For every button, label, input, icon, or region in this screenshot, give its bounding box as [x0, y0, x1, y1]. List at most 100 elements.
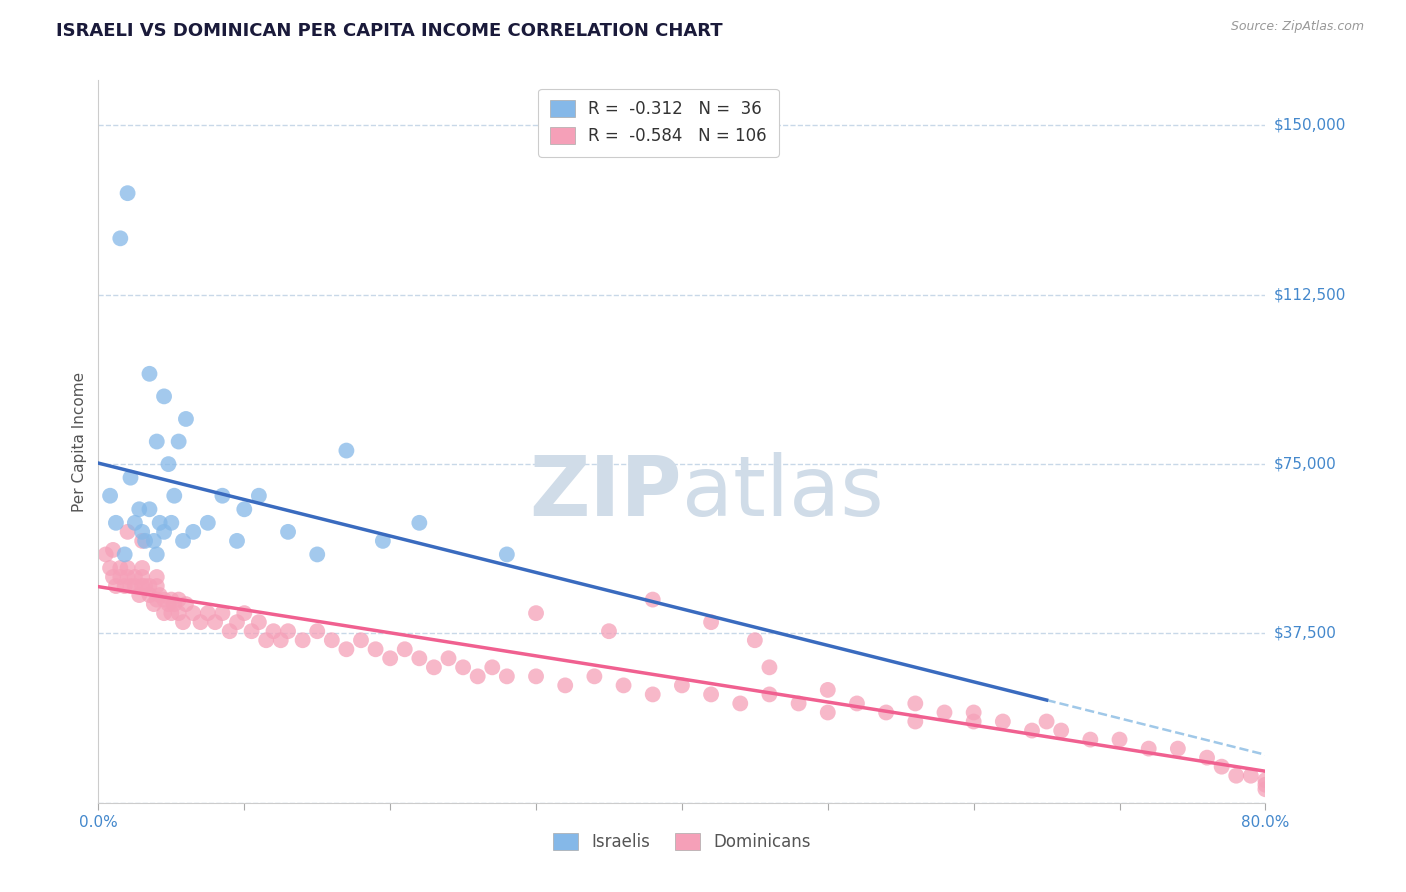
- Point: [554, 678, 576, 692]
- Point: [496, 669, 519, 683]
- Point: [124, 570, 146, 584]
- Point: [817, 682, 839, 697]
- Point: [128, 502, 150, 516]
- Point: [247, 489, 270, 503]
- Point: [157, 597, 180, 611]
- Point: [371, 533, 394, 548]
- Point: [1108, 732, 1130, 747]
- Point: [138, 502, 160, 516]
- Point: [335, 642, 357, 657]
- Point: [1240, 769, 1263, 783]
- Point: [247, 615, 270, 630]
- Point: [94, 548, 117, 562]
- Point: [744, 633, 766, 648]
- Point: [110, 231, 132, 245]
- Point: [131, 570, 153, 584]
- Point: [181, 606, 204, 620]
- Point: [160, 606, 183, 620]
- Point: [730, 697, 752, 711]
- Point: [1050, 723, 1073, 738]
- Point: [1167, 741, 1189, 756]
- Point: [117, 186, 139, 201]
- Point: [1195, 750, 1218, 764]
- Text: $75,000: $75,000: [1274, 457, 1337, 472]
- Point: [307, 548, 329, 562]
- Point: [270, 633, 292, 648]
- Point: [174, 597, 197, 611]
- Point: [904, 714, 927, 729]
- Point: [962, 706, 984, 720]
- Text: ZIP: ZIP: [530, 451, 682, 533]
- Point: [583, 669, 606, 683]
- Point: [146, 434, 169, 449]
- Point: [197, 516, 219, 530]
- Point: [817, 706, 839, 720]
- Point: [134, 533, 156, 548]
- Point: [146, 570, 169, 584]
- Point: [211, 489, 233, 503]
- Point: [496, 548, 519, 562]
- Point: [211, 606, 233, 620]
- Point: [1254, 782, 1277, 797]
- Point: [451, 660, 474, 674]
- Point: [437, 651, 460, 665]
- Point: [197, 606, 219, 620]
- Point: [380, 651, 402, 665]
- Point: [138, 367, 160, 381]
- Point: [481, 660, 503, 674]
- Point: [149, 516, 172, 530]
- Point: [277, 624, 299, 639]
- Point: [1021, 723, 1043, 738]
- Point: [146, 579, 169, 593]
- Point: [240, 624, 263, 639]
- Point: [598, 624, 620, 639]
- Point: [612, 678, 634, 692]
- Point: [104, 579, 127, 593]
- Point: [101, 542, 124, 557]
- Point: [233, 502, 256, 516]
- Point: [153, 606, 176, 620]
- Point: [134, 579, 156, 593]
- Text: ISRAELI VS DOMINICAN PER CAPITA INCOME CORRELATION CHART: ISRAELI VS DOMINICAN PER CAPITA INCOME C…: [56, 22, 723, 40]
- Point: [700, 687, 723, 701]
- Point: [671, 678, 693, 692]
- Point: [131, 579, 153, 593]
- Point: [423, 660, 446, 674]
- Point: [524, 669, 547, 683]
- Text: atlas: atlas: [682, 451, 883, 533]
- Point: [172, 615, 194, 630]
- Point: [153, 524, 176, 539]
- Point: [120, 579, 142, 593]
- Point: [190, 615, 212, 630]
- Point: [128, 588, 150, 602]
- Point: [101, 570, 124, 584]
- Point: [1254, 778, 1277, 792]
- Point: [641, 687, 664, 701]
- Point: [114, 579, 136, 593]
- Point: [962, 714, 984, 729]
- Point: [262, 624, 284, 639]
- Point: [277, 524, 299, 539]
- Point: [1080, 732, 1102, 747]
- Point: [124, 516, 146, 530]
- Point: [160, 516, 183, 530]
- Point: [110, 561, 132, 575]
- Point: [146, 548, 169, 562]
- Point: [146, 592, 169, 607]
- Point: [98, 489, 121, 503]
- Point: [138, 588, 160, 602]
- Point: [131, 561, 153, 575]
- Point: [160, 592, 183, 607]
- Point: [904, 697, 927, 711]
- Point: [167, 592, 190, 607]
- Point: [350, 633, 373, 648]
- Point: [846, 697, 869, 711]
- Point: [394, 642, 416, 657]
- Point: [321, 633, 343, 648]
- Point: [991, 714, 1014, 729]
- Point: [157, 457, 180, 471]
- Point: [149, 588, 172, 602]
- Point: [226, 533, 249, 548]
- Point: [131, 533, 153, 548]
- Text: $37,500: $37,500: [1274, 626, 1337, 641]
